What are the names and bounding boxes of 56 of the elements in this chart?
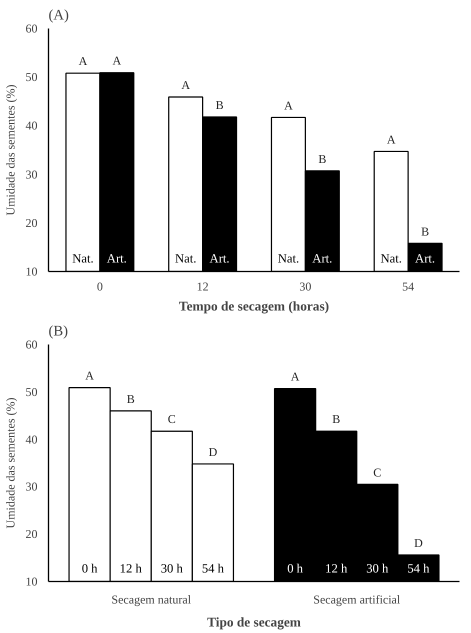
x-axis-title: Tempo de secagem (horas) — [178, 298, 330, 314]
x-axis-title: Tipo de secagem — [207, 614, 301, 630]
data-label: D — [208, 444, 218, 459]
text: Nat. — [380, 252, 402, 266]
data-label: B — [216, 98, 224, 112]
text: 12 h — [325, 562, 348, 576]
data-label: C — [168, 412, 176, 426]
text: Nat. — [174, 252, 196, 266]
y-tick-label: 10 — [26, 574, 38, 588]
y-tick-label: 50 — [26, 384, 38, 399]
data-label: A — [284, 98, 294, 112]
y-tick-label: 50 — [26, 70, 38, 84]
y-tick-label: 20 — [26, 216, 38, 230]
text: Art. — [415, 252, 436, 266]
data-label: A — [290, 370, 300, 384]
data-label: B — [421, 224, 430, 238]
text: Art. — [312, 252, 332, 266]
x-tick-label: 30 — [299, 280, 312, 294]
x-tick-label: 0 — [96, 280, 103, 294]
y-axis-title: Umidade das sementes (%) — [4, 84, 18, 216]
series-label: 0 h — [82, 562, 98, 576]
x-tick-label: 12 — [196, 280, 209, 294]
data-label: B — [126, 392, 135, 406]
data-label: C — [373, 465, 382, 480]
data-label: A — [112, 54, 122, 68]
text: Art. — [210, 252, 230, 266]
data-label: A — [386, 132, 396, 146]
series-label: 12 h — [120, 562, 142, 576]
series-label: Art. — [106, 252, 127, 266]
y-tick-label: 60 — [26, 338, 38, 352]
y-tick-label: 60 — [26, 22, 38, 36]
text: 0 h — [287, 562, 304, 576]
y-tick-label: 30 — [26, 167, 38, 182]
x-tick-label: Secagem natural — [111, 592, 192, 606]
y-tick-label: 20 — [26, 527, 38, 542]
chart-title: (B) — [48, 324, 68, 340]
y-axis-title: Umidade das sementes (%) — [4, 398, 18, 528]
x-tick-label: 54 — [402, 280, 414, 294]
data-label: A — [78, 54, 88, 68]
y-tick-label: 10 — [26, 264, 38, 278]
series-label: Nat. — [72, 252, 94, 266]
series-label: 54 h — [202, 562, 225, 576]
y-tick-label: 40 — [26, 432, 38, 446]
series-label: 30 h — [160, 562, 184, 576]
x-tick-label: Secagem artificial — [313, 592, 401, 606]
chart-title: (A) — [48, 8, 69, 24]
data-label: D — [414, 536, 424, 550]
y-tick-label: 40 — [26, 118, 38, 133]
data-label: A — [85, 368, 94, 383]
data-label: B — [318, 152, 326, 166]
y-tick-label: 30 — [26, 480, 38, 494]
text: 30 h — [366, 562, 388, 576]
data-label: B — [332, 412, 340, 426]
text: 54 h — [407, 562, 430, 576]
data-label: A — [181, 78, 190, 92]
text: Nat. — [278, 252, 300, 266]
